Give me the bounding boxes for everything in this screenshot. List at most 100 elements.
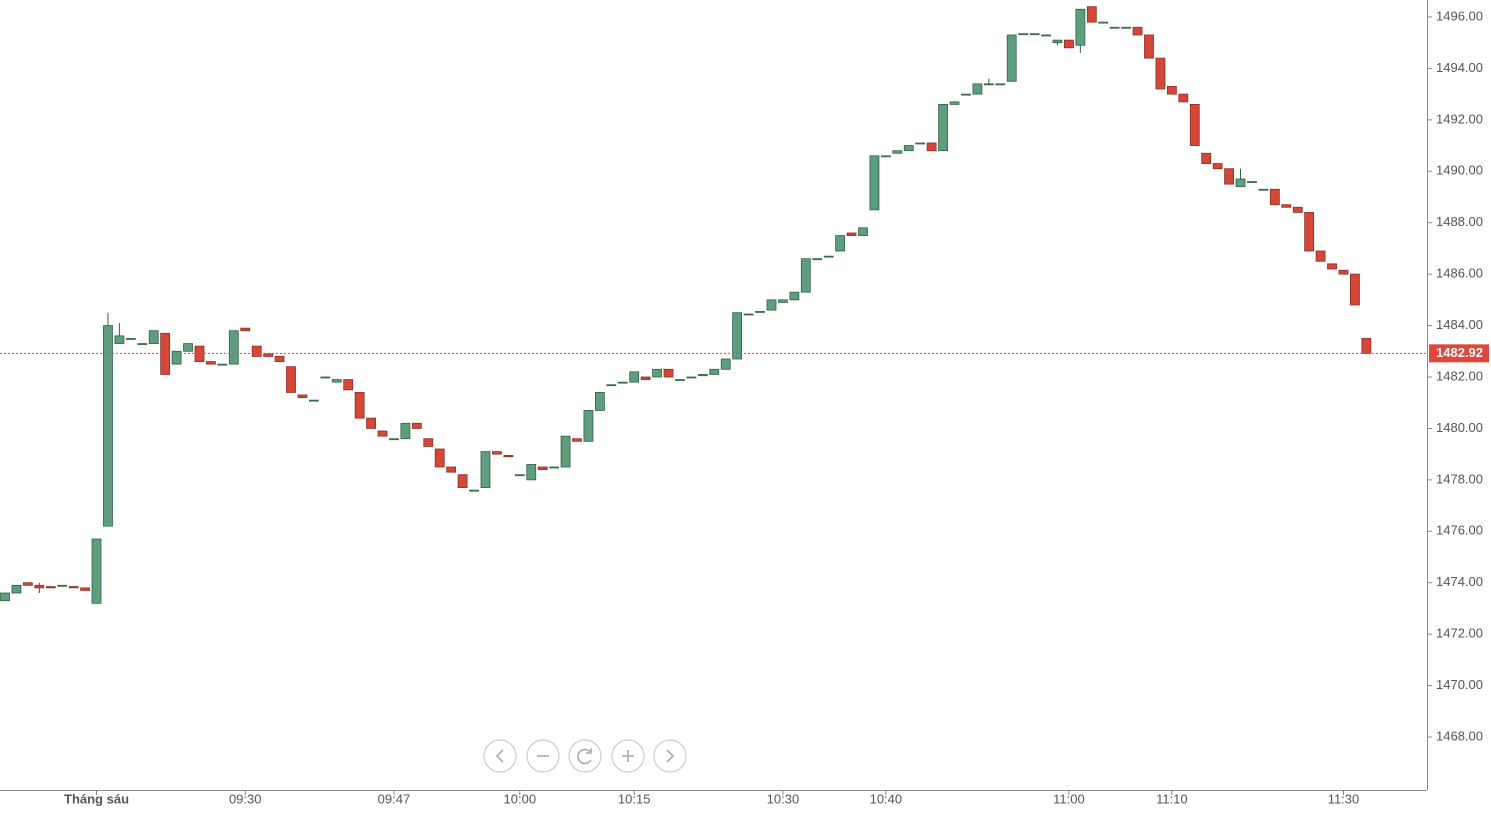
candle-body (263, 353, 274, 357)
candle-body (846, 232, 857, 236)
candle (560, 435, 571, 468)
candle (1121, 26, 1132, 29)
candle-body (446, 466, 457, 473)
candle-body (1350, 273, 1360, 306)
candle (686, 376, 697, 379)
candle-body (34, 584, 45, 589)
candle (789, 291, 800, 301)
scroll-right-button[interactable] (653, 739, 687, 773)
zoom-out-button[interactable] (526, 739, 560, 773)
candle-body (423, 438, 434, 447)
y-tick-label: 1478.00 (1436, 471, 1483, 486)
y-tick-label: 1496.00 (1436, 8, 1483, 23)
candle (1304, 212, 1315, 252)
candle (1327, 263, 1337, 270)
y-tick-label: 1488.00 (1436, 214, 1483, 229)
x-tick-label: 11:10 (1156, 791, 1188, 806)
x-tick-label: 10:15 (618, 791, 651, 806)
candle-body (869, 155, 880, 211)
candle-body (274, 356, 285, 362)
candle (606, 384, 617, 387)
candle-body (1006, 34, 1017, 82)
x-tick-label: 11:30 (1328, 791, 1360, 806)
candle-body (1086, 6, 1097, 23)
candle-body (1327, 263, 1337, 270)
candle (892, 150, 903, 154)
candle (915, 142, 926, 145)
candle (1029, 33, 1040, 36)
candle (400, 422, 411, 440)
candle-body (1029, 33, 1040, 36)
candle (446, 466, 457, 473)
candle (858, 227, 868, 236)
candle-body (1052, 39, 1063, 44)
scroll-left-button[interactable] (483, 739, 517, 773)
candle-body (1224, 168, 1234, 185)
candle-body (880, 155, 891, 158)
candle (675, 379, 685, 381)
candle (148, 330, 159, 344)
candle (103, 312, 113, 527)
candle-body (572, 438, 582, 442)
candle (572, 438, 582, 442)
candle-body (617, 381, 628, 384)
candle (1269, 188, 1280, 206)
candle-body (377, 430, 388, 437)
candle (206, 361, 216, 365)
candle (835, 235, 846, 252)
candle (45, 586, 56, 589)
candle-body (778, 299, 788, 303)
candle-body (972, 83, 983, 95)
x-tick-label: 11:00 (1053, 791, 1085, 806)
candle-body (354, 392, 365, 419)
candle (1018, 33, 1029, 36)
candle-body (606, 384, 617, 387)
candle (434, 448, 445, 468)
x-tick-label: 09:47 (378, 791, 411, 806)
candle-body (45, 586, 56, 589)
candle-body (469, 489, 479, 492)
y-tick-label: 1480.00 (1436, 420, 1483, 435)
candle (480, 451, 491, 488)
candle (961, 93, 971, 96)
candle-body (640, 376, 651, 380)
candle-body (858, 227, 868, 236)
candle-body (686, 376, 697, 379)
candle (34, 582, 45, 594)
candle-body (1292, 206, 1303, 213)
candle (1144, 34, 1154, 59)
candle-body (125, 338, 136, 340)
candle-body (434, 448, 445, 468)
candle-body (171, 350, 182, 365)
candle-body (240, 327, 251, 332)
candle (766, 299, 777, 311)
candle-body (57, 584, 68, 587)
candle-body (961, 93, 971, 96)
candle (514, 474, 525, 477)
candle-body (903, 145, 914, 152)
candle-body (286, 366, 296, 393)
x-tick-label: 10:30 (767, 791, 800, 806)
candle-body (297, 394, 308, 398)
candle (972, 83, 983, 95)
last-price-label: 1482.92 (1436, 345, 1483, 360)
reset-button[interactable] (568, 739, 602, 773)
candle (1155, 57, 1166, 90)
candle-body (1338, 269, 1349, 275)
zoom-in-button[interactable] (611, 739, 645, 773)
candle-body (915, 142, 926, 145)
candle-body (206, 361, 216, 365)
candle (949, 101, 960, 105)
candle (137, 343, 148, 345)
y-tick-label: 1468.00 (1436, 728, 1483, 743)
candle-body (1178, 93, 1189, 103)
candle (22, 582, 33, 586)
candle-body (938, 104, 948, 152)
candle-body (366, 417, 376, 429)
candle (526, 464, 537, 481)
candle-body (80, 587, 90, 591)
candle (80, 587, 90, 591)
candle (366, 417, 376, 429)
candle (1052, 39, 1063, 46)
candle-body (835, 235, 846, 252)
